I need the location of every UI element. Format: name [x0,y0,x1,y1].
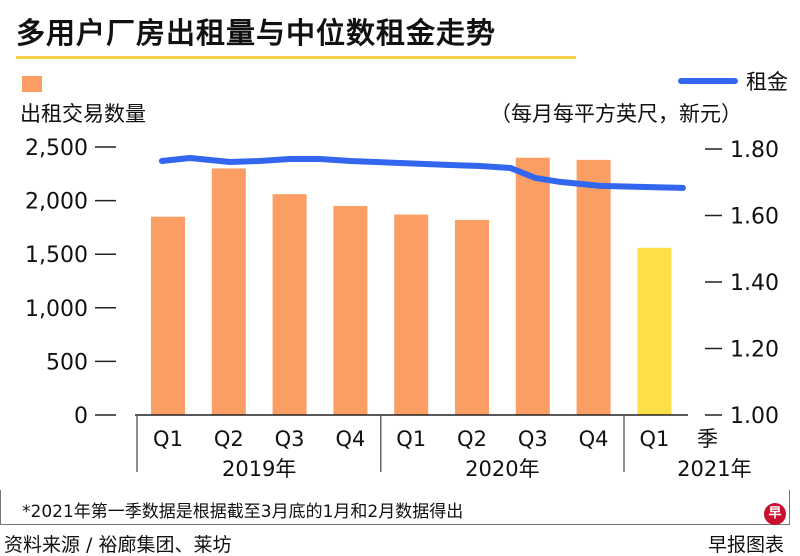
year-label: 2021年 [677,457,751,481]
right-tick-label: 1.40 [730,271,779,296]
x-tick-label: Q1 [639,427,669,451]
x-tick-label: Q2 [214,427,244,451]
bar [515,157,550,415]
right-axis-unit: （每月每平方英尺，新元） [490,102,742,126]
year-label: 2019年 [222,457,296,481]
right-tick-label: 1.00 [730,404,779,429]
source-text: 资料来源 / 裕廊集团、莱坊 [4,534,232,556]
x-tick-label: Q4 [335,427,365,451]
chart-title: 多用户厂房出租量与中位数租金走势 [16,16,497,50]
credit-text: 早报图表 [708,534,785,556]
year-label: 2020年 [465,457,539,481]
title-underline [16,56,576,59]
x-tick-label: Q1 [396,427,426,451]
bar [637,247,672,415]
left-tick-label: 2,500 [25,136,88,161]
x-tick-label: Q3 [275,427,305,451]
bar [151,216,185,415]
rent-line [158,154,686,191]
x-tick-label: Q1 [153,427,183,451]
legend-bar-swatch [22,76,42,92]
bar [272,194,307,415]
zaobao-logo: 早 [764,503,786,525]
bar [455,219,489,415]
left-tick-label: 500 [46,350,88,375]
x-tick-label: Q2 [457,427,487,451]
legend-line-swatch [678,78,738,84]
x-tick-label: Q3 [518,427,548,451]
x-axis-label: 季 [697,427,718,451]
left-tick-label: 0 [74,404,88,429]
right-tick-label: 1.80 [730,138,779,163]
footnote-box [0,490,790,525]
left-axis-label: 出租交易数量 [20,102,146,126]
bar [211,168,246,415]
legend-line-label: 租金 [746,70,788,94]
bar [576,159,611,415]
left-tick-label: 1,000 [25,297,88,322]
left-tick-label: 1,500 [25,243,88,268]
right-tick-label: 1.20 [730,338,779,363]
footnote: *2021年第一季数据是根据截至3月底的1月和2月数据得出 [22,502,464,522]
right-tick-label: 1.60 [730,205,779,230]
bar [333,205,368,415]
x-tick-label: Q4 [579,427,609,451]
left-tick-label: 2,000 [25,190,88,215]
bar [394,214,429,415]
